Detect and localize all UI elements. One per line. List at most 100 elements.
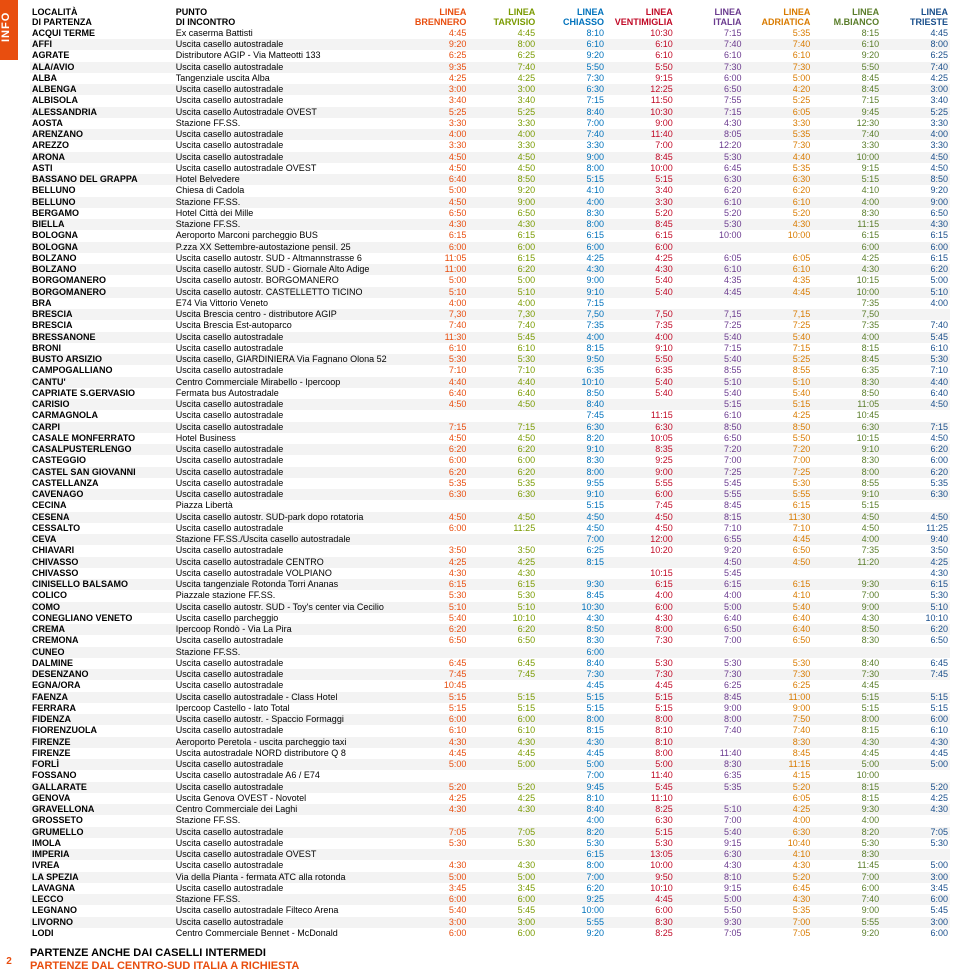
time-cell: 5:00 — [881, 759, 950, 770]
time-cell: 5:10 — [468, 287, 537, 298]
time-cell: 4:50 — [606, 523, 675, 534]
time-cell: 6:40 — [744, 624, 813, 635]
table-row: BELLUNOChiesa di Cadola5:009:204:103:406… — [30, 185, 950, 196]
time-cell: 4:00 — [606, 332, 675, 343]
time-cell: 11:40 — [675, 748, 744, 759]
time-cell: 7:00 — [744, 917, 813, 928]
column-header: DI PARTENZA — [30, 18, 174, 28]
time-cell: 6:00 — [400, 714, 469, 725]
time-cell: 4:00 — [812, 197, 881, 208]
time-cell: 6:50 — [744, 545, 813, 556]
table-row: CECINAPiazza Libertà5:157:458:456:155:15 — [30, 500, 950, 511]
time-cell: 6:50 — [468, 635, 537, 646]
time-cell: 8:50 — [744, 422, 813, 433]
time-cell: 8:50 — [812, 388, 881, 399]
time-cell: 11:40 — [606, 770, 675, 781]
time-cell: 10:15 — [812, 433, 881, 444]
time-cell: 5:50 — [812, 62, 881, 73]
time-cell: 9:00 — [881, 197, 950, 208]
point-cell: Uscita casello autostradale — [174, 838, 400, 849]
time-cell: 6:10 — [468, 343, 537, 354]
time-cell: 5:40 — [744, 602, 813, 613]
locality-cell: GENOVA — [30, 793, 174, 804]
point-cell: Uscita casello autostr. SUD-park dopo ro… — [174, 512, 400, 523]
time-cell: 6:10 — [744, 197, 813, 208]
time-cell: 7:05 — [675, 928, 744, 939]
time-cell: 5:20 — [881, 782, 950, 793]
time-cell: 4:00 — [812, 534, 881, 545]
time-cell — [400, 500, 469, 511]
time-cell: 7,15 — [744, 309, 813, 320]
time-cell: 9:25 — [537, 894, 606, 905]
table-row: CAMPOGALLIANOUscita casello autostradale… — [30, 365, 950, 376]
time-cell: 6:15 — [537, 849, 606, 860]
time-cell: 6:15 — [468, 230, 537, 241]
time-cell: 7:00 — [812, 872, 881, 883]
point-cell: Stazione FF.SS./Uscita casello autostrad… — [174, 534, 400, 545]
point-cell: Hotel Business — [174, 433, 400, 444]
point-cell: E74 Via Vittorio Veneto — [174, 298, 400, 309]
locality-cell: LODI — [30, 928, 174, 939]
time-cell: 4:00 — [812, 815, 881, 826]
time-cell: 6:00 — [675, 73, 744, 84]
time-cell: 3:30 — [537, 140, 606, 151]
time-cell: 5:20 — [744, 782, 813, 793]
time-cell: 12:20 — [675, 140, 744, 151]
time-cell: 4:50 — [675, 557, 744, 568]
time-cell: 4:25 — [468, 793, 537, 804]
point-cell: Stazione FF.SS. — [174, 197, 400, 208]
point-cell: Fermata bus Autostradale — [174, 388, 400, 399]
time-cell: 8:15 — [812, 343, 881, 354]
timetable: LOCALITÀPUNTOLINEALINEALINEALINEALINEALI… — [30, 8, 950, 939]
time-cell: 4:40 — [400, 377, 469, 388]
time-cell: 6:05 — [744, 107, 813, 118]
locality-cell: DALMINE — [30, 658, 174, 669]
point-cell: Stazione FF.SS. — [174, 815, 400, 826]
time-cell: 4:30 — [881, 737, 950, 748]
time-cell: 9:30 — [812, 579, 881, 590]
point-cell: Uscita casello autostradale — [174, 444, 400, 455]
table-row: ALBISOLAUscita casello autostradale3:403… — [30, 95, 950, 106]
time-cell — [606, 647, 675, 658]
time-cell: 9:25 — [606, 455, 675, 466]
time-cell: 4:50 — [812, 512, 881, 523]
time-cell: 9:50 — [537, 354, 606, 365]
time-cell: 4:30 — [400, 804, 469, 815]
point-cell: Uscita casello autostradale — [174, 917, 400, 928]
locality-cell: BIELLA — [30, 219, 174, 230]
time-cell: 6:15 — [537, 230, 606, 241]
time-cell: 10:45 — [812, 410, 881, 421]
point-cell: Uscita casello autostradale — [174, 883, 400, 894]
time-cell: 4:50 — [881, 433, 950, 444]
column-header: DI INCONTRO — [174, 18, 400, 28]
time-cell: 9:20 — [881, 185, 950, 196]
time-cell: 8:45 — [606, 152, 675, 163]
time-cell: 12:30 — [812, 118, 881, 129]
locality-cell: ARONA — [30, 152, 174, 163]
time-cell: 6:50 — [675, 624, 744, 635]
point-cell: Uscita Genova OVEST - Novotel — [174, 793, 400, 804]
time-cell: 6:10 — [606, 39, 675, 50]
time-cell: 9:50 — [606, 872, 675, 883]
time-cell: 6:15 — [744, 579, 813, 590]
time-cell: 7:50 — [744, 714, 813, 725]
time-cell: 6:20 — [468, 624, 537, 635]
time-cell: 6:35 — [537, 365, 606, 376]
column-header: TARVISIO — [468, 18, 537, 28]
locality-cell: BOLZANO — [30, 253, 174, 264]
time-cell: 8:40 — [537, 804, 606, 815]
time-cell: 3:00 — [881, 917, 950, 928]
point-cell: Uscita casello autostr. SUD - Giornale A… — [174, 264, 400, 275]
time-cell: 7:30 — [744, 140, 813, 151]
time-cell: 5:45 — [468, 332, 537, 343]
time-cell: 6:20 — [881, 444, 950, 455]
time-cell — [881, 500, 950, 511]
time-cell: 4:00 — [400, 298, 469, 309]
table-row: AOSTAStazione FF.SS.3:303:307:009:004:30… — [30, 118, 950, 129]
point-cell: Uscita casello autostr. BORGOMANERO — [174, 275, 400, 286]
time-cell: 8:10 — [537, 28, 606, 39]
time-cell: 4:30 — [400, 737, 469, 748]
locality-cell: CECINA — [30, 500, 174, 511]
time-cell: 6:00 — [468, 894, 537, 905]
time-cell: 6:00 — [881, 242, 950, 253]
